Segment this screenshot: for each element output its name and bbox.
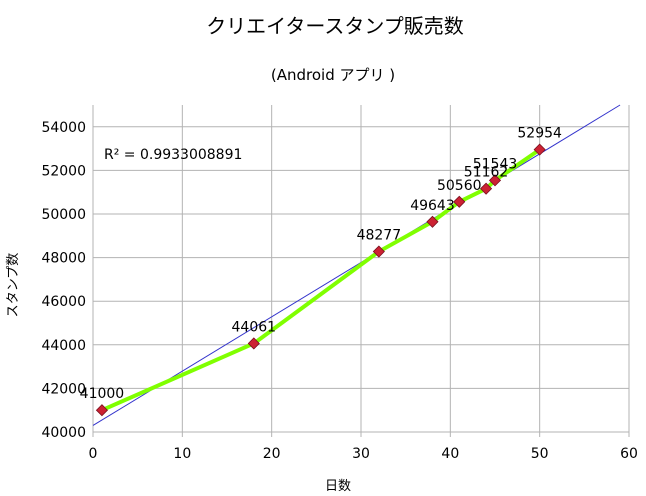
data-label: 41000 bbox=[80, 386, 125, 402]
y-tick-label: 44000 bbox=[41, 338, 86, 354]
x-tick-label: 0 bbox=[89, 446, 98, 462]
x-tick-label: 40 bbox=[441, 446, 459, 462]
x-tick-label: 30 bbox=[352, 446, 370, 462]
x-tick-label: 10 bbox=[173, 446, 191, 462]
y-tick-labels: 40000 42000 44000 46000 48000 50000 52000 54000 bbox=[41, 120, 86, 441]
data-point-marker bbox=[488, 174, 502, 187]
y-tick-label: 50000 bbox=[41, 207, 86, 223]
x-tick-labels: 0 10 20 30 40 50 60 bbox=[89, 446, 638, 462]
data-point-marker bbox=[533, 143, 546, 156]
data-label: 44061 bbox=[232, 319, 277, 335]
data-point-marker bbox=[480, 182, 493, 195]
data-label: 50560 bbox=[437, 178, 482, 194]
y-axis-title: スタンプ数 bbox=[6, 253, 21, 318]
data-label: 49643 bbox=[410, 198, 455, 214]
series-group bbox=[95, 143, 546, 417]
data-point-marker bbox=[453, 195, 466, 208]
grid-lines bbox=[92, 105, 630, 437]
y-tick-label: 48000 bbox=[41, 251, 86, 267]
trendline-group bbox=[92, 104, 621, 426]
y-tick-label: 40000 bbox=[41, 425, 86, 441]
data-label: 51543 bbox=[473, 156, 518, 172]
x-tick-label: 50 bbox=[531, 446, 549, 462]
x-tick-label: 60 bbox=[620, 446, 638, 462]
data-label: 52954 bbox=[517, 126, 562, 142]
y-tick-label: 54000 bbox=[41, 120, 86, 136]
chart-subtitle: (Android アプリ ) bbox=[271, 66, 395, 84]
x-axis-title: 日数 bbox=[325, 479, 351, 494]
y-tick-label: 42000 bbox=[41, 381, 86, 397]
x-tick-label: 20 bbox=[263, 446, 281, 462]
data-point-marker bbox=[95, 404, 108, 417]
chart-title: クリエイタースタンプ販売数 bbox=[206, 14, 464, 38]
data-label: 48277 bbox=[357, 228, 402, 244]
r-squared-label: R² = 0.9933008891 bbox=[104, 147, 242, 163]
data-label: 51162 bbox=[464, 165, 509, 181]
data-point-marker bbox=[372, 245, 385, 258]
y-tick-label: 52000 bbox=[41, 163, 86, 179]
data-point-marker bbox=[426, 215, 439, 228]
trendline bbox=[92, 104, 621, 426]
data-point-marker bbox=[247, 337, 260, 350]
y-tick-label: 46000 bbox=[41, 294, 86, 310]
